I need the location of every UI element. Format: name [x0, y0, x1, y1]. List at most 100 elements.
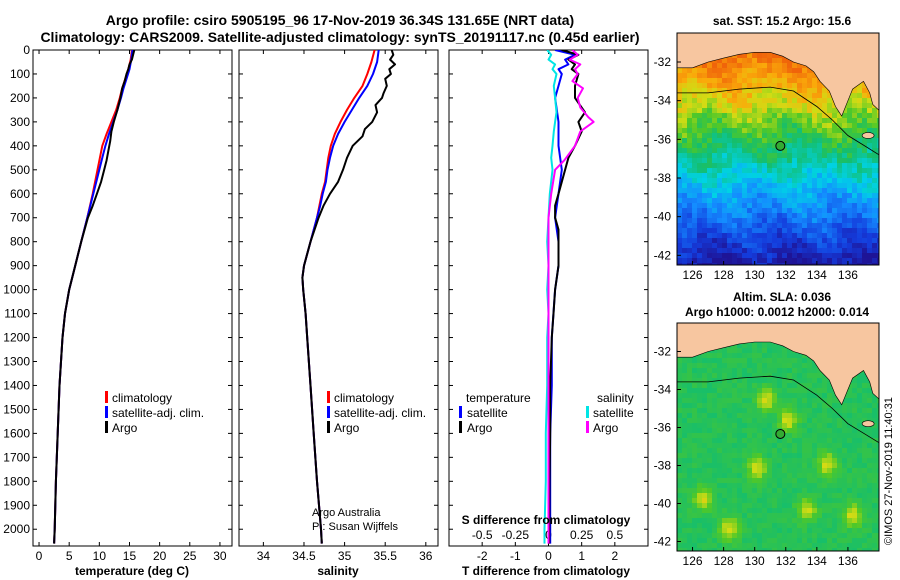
- s-difference-xtick-label: -0.25: [502, 528, 530, 542]
- difference-line-salinity-argo: [547, 50, 595, 544]
- legend-swatch-climatology: [327, 391, 330, 403]
- temperature-xtick-label: 5: [66, 549, 73, 563]
- map-lat-label: -36: [654, 132, 672, 146]
- land-mass: [677, 323, 879, 406]
- map-lat-label: -42: [654, 535, 672, 549]
- temperature-series: [53, 50, 136, 544]
- legend-swatch-satellite-adj: [105, 406, 108, 418]
- depth-tick-label: 1200: [3, 331, 30, 345]
- salinity-xtick-label: 34.5: [292, 549, 316, 563]
- salinity-line-argo: [301, 50, 396, 544]
- depth-tick-label: 700: [10, 211, 30, 225]
- depth-tick-label: 1700: [3, 450, 30, 464]
- sst-map: [677, 33, 879, 265]
- map-lat-label: -42: [654, 248, 672, 262]
- sla-map-frame: [676, 322, 880, 552]
- depth-tick-label: 500: [10, 163, 30, 177]
- sla-map-subtitle: Argo h1000: 0.0012 h2000: 0.014: [685, 305, 869, 319]
- map-lat-label: -34: [654, 94, 672, 108]
- legend-title-salinity: salinity: [597, 391, 634, 405]
- map-lon-label: 126: [683, 268, 703, 282]
- temperature-xtick-label: 20: [153, 549, 167, 563]
- difference-xtick-label: -2: [477, 549, 488, 563]
- salinity-series: [301, 50, 396, 544]
- legend-label-argo: Argo: [334, 421, 360, 435]
- legend-label-s-argo: Argo: [593, 421, 619, 435]
- depth-tick-label: 300: [10, 115, 30, 129]
- sst-map-title: sat. SST: 15.2 Argo: 15.6: [713, 14, 852, 28]
- depth-tick-label: 1800: [3, 474, 30, 488]
- t-difference-xlabel: T difference from climatology: [462, 564, 630, 578]
- depth-tick-label: 1500: [3, 402, 30, 416]
- legend-swatch-argo: [327, 421, 330, 433]
- s-difference-xtick-label: -0.5: [472, 528, 493, 542]
- legend-label-satellite-adj: satellite-adj. clim.: [112, 406, 204, 420]
- map-lon-label: 136: [838, 268, 858, 282]
- legend-swatch-climatology: [105, 391, 108, 403]
- sst-map-frame: [676, 32, 880, 266]
- map-lon-label: 128: [714, 554, 734, 568]
- depth-tick-label: 200: [10, 91, 30, 105]
- legend-swatch-t-argo: [459, 421, 462, 433]
- depth-tick-label: 900: [10, 259, 30, 273]
- legend-label-s-satellite: satellite: [593, 406, 634, 420]
- depth-tick-label: 1400: [3, 378, 30, 392]
- difference-series: [543, 50, 595, 544]
- legend-swatch-s-satellite: [586, 406, 589, 418]
- shelf-contour: [677, 375, 879, 444]
- difference-axes: -2 -1 0 1 2-0.5 -0.25 0 0.25 0.5: [449, 49, 648, 563]
- temperature-plot-area: [32, 49, 233, 547]
- temperature-axes: 0100200300400500600700800900100011001200…: [3, 43, 232, 563]
- map-lon-label: 134: [807, 554, 827, 568]
- credit-line-2: PI: Susan Wijffels: [312, 521, 398, 533]
- legend-label-t-argo: Argo: [467, 421, 493, 435]
- depth-tick-label: 100: [10, 67, 30, 81]
- salinity-legend: climatology satellite-adj. clim. Argo: [327, 391, 426, 435]
- timestamp-label: ©IMOS 27-Nov-2019 11:40:31: [883, 397, 895, 545]
- depth-tick-label: 800: [10, 235, 30, 249]
- map-lon-label: 128: [714, 268, 734, 282]
- map-lat-label: -38: [654, 171, 672, 185]
- map-lat-label: -34: [654, 383, 672, 397]
- salinity-xlabel: salinity: [317, 564, 359, 578]
- legend-label-argo: Argo: [112, 421, 138, 435]
- map-lat-label: -38: [654, 459, 672, 473]
- map-lat-label: -40: [654, 210, 672, 224]
- sla-map-axes: 126 128 130 132 134 136 -32 -34 -36 -38 -40 -42: [654, 345, 859, 569]
- legend-swatch-satellite-adj: [327, 406, 330, 418]
- float-position-marker: [775, 140, 786, 151]
- depth-tick-label: 400: [10, 139, 30, 153]
- sst-map-axes: 126 128 130 132 134 136 -32 -34 -36 -38 -40 -42: [654, 55, 859, 282]
- salinity-xtick-label: 36: [419, 549, 433, 563]
- sla-map-title: Altim. SLA: 0.036: [733, 290, 831, 304]
- s-difference-xlabel: S difference from climatology: [462, 513, 631, 527]
- temperature-legend: climatology satellite-adj. clim. Argo: [105, 391, 204, 435]
- sla-map: [677, 323, 879, 551]
- map-lat-label: -32: [654, 55, 672, 69]
- difference-xtick-label: 1: [578, 549, 585, 563]
- temperature-xtick-label: 30: [213, 549, 227, 563]
- credit-line-1: Argo Australia: [312, 507, 381, 519]
- temperature-xlabel: temperature (deg C): [75, 564, 189, 578]
- difference-line-salinity-satellite: [543, 50, 558, 544]
- depth-tick-label: 0: [23, 43, 30, 57]
- depth-tick-label: 2000: [3, 522, 30, 536]
- temperature-xtick-label: 10: [93, 549, 107, 563]
- float-position-marker: [775, 428, 786, 439]
- difference-xtick-label: -1: [510, 549, 521, 563]
- map-lon-label: 132: [776, 268, 796, 282]
- temperature-line-argo: [53, 50, 136, 544]
- depth-tick-label: 1600: [3, 426, 30, 440]
- map-lat-label: -32: [654, 345, 672, 359]
- land-mass: [677, 33, 879, 117]
- depth-tick-label: 600: [10, 187, 30, 201]
- difference-legend: temperature salinity satellite Argo sate…: [459, 391, 634, 435]
- difference-xtick-label: 0: [545, 549, 552, 563]
- legend-title-temperature: temperature: [466, 391, 531, 405]
- map-lon-label: 130: [745, 268, 765, 282]
- map-lat-label: -36: [654, 421, 672, 435]
- temperature-xtick-label: 25: [183, 549, 197, 563]
- depth-tick-label: 1100: [4, 307, 30, 321]
- difference-xtick-label: 2: [611, 549, 618, 563]
